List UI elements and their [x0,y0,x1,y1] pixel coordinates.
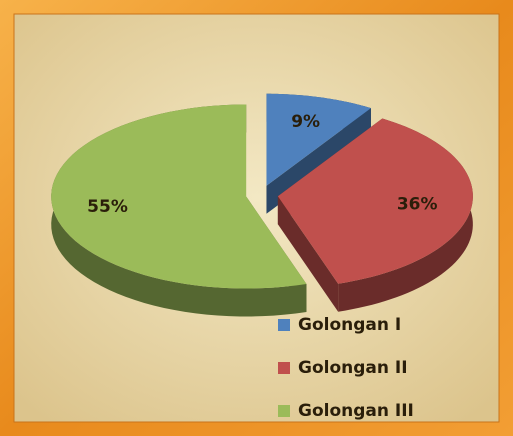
legend-label: Golongan II [298,358,408,378]
slice [51,104,307,289]
legend: Golongan I Golongan II Golongan III [278,315,414,421]
legend-swatch [278,362,290,374]
slice-side [51,104,307,317]
slice [266,93,371,186]
legend-label: Golongan I [298,315,401,335]
data-label: 36% [397,195,438,215]
legend-swatch [278,405,290,417]
slice [277,118,473,284]
legend-label: Golongan III [298,401,414,421]
data-label: 55% [87,197,128,217]
pie: 9% 36% 55% [51,93,473,317]
slice-side [277,196,339,312]
legend-swatch [278,319,290,331]
data-label: 9% [291,112,320,132]
